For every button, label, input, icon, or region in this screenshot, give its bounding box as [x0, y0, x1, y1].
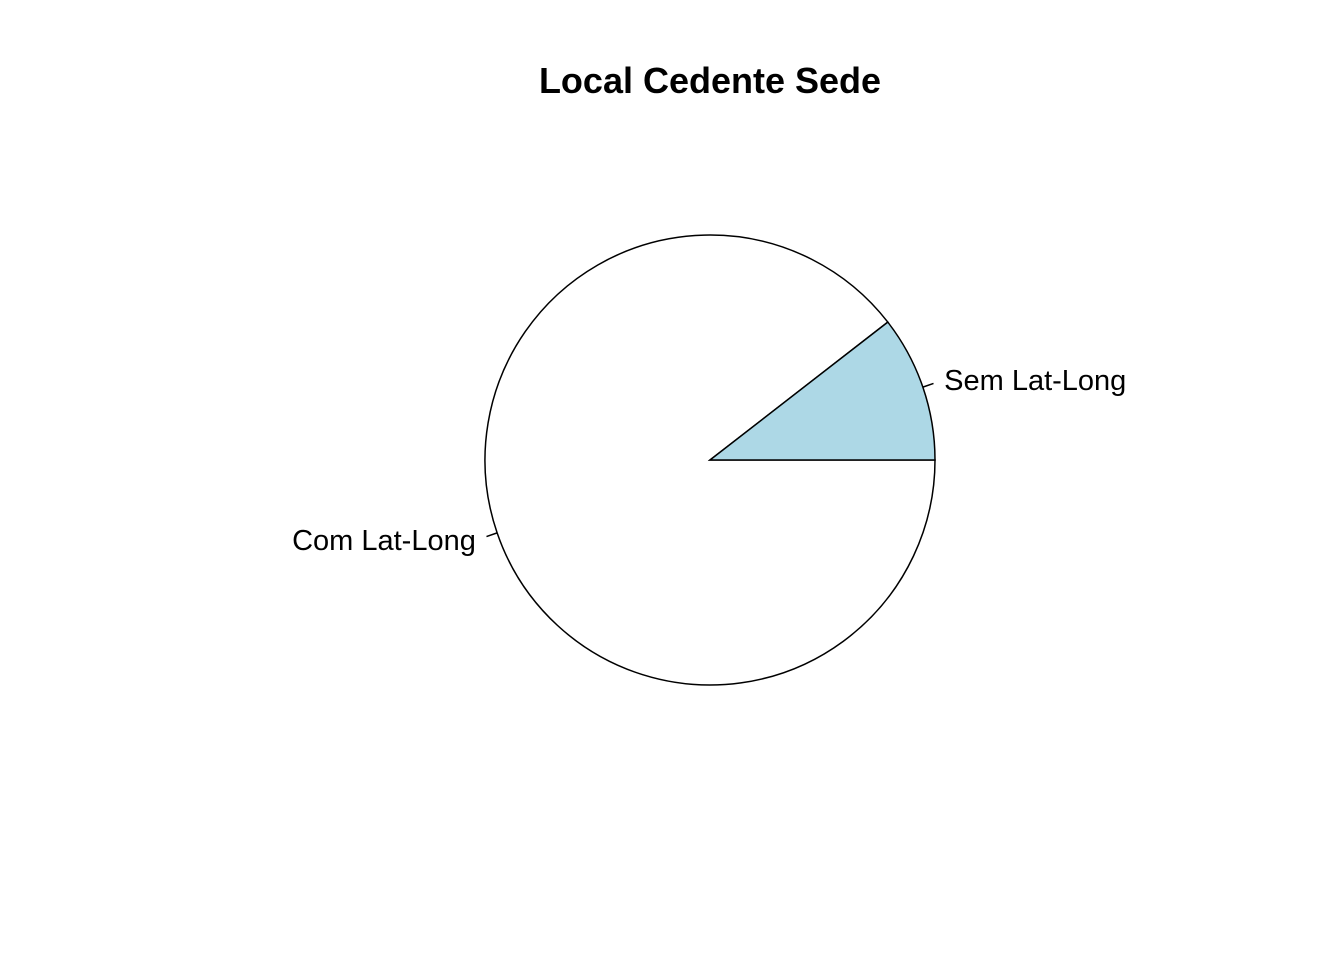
label-tick-com-lat-long	[486, 532, 498, 538]
label-tick-sem-lat-long	[922, 382, 934, 388]
pie-labels: Com Lat-Long Sem Lat-Long	[292, 365, 1126, 557]
pie-slices	[484, 234, 936, 686]
chart-title: Local Cedente Sede	[539, 60, 881, 101]
slice-label-com-lat-long: Com Lat-Long	[292, 525, 476, 557]
slice-label-sem-lat-long: Sem Lat-Long	[944, 365, 1126, 397]
